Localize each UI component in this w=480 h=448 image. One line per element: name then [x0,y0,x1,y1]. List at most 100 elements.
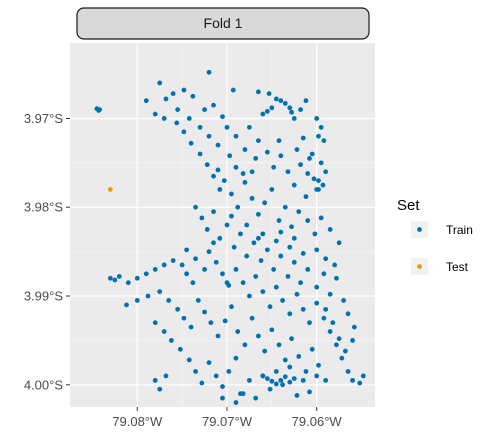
data-point-train [287,105,293,111]
legend-label-test: Test [446,260,469,274]
facet-label: Fold 1 [204,15,243,31]
data-point-train [332,262,338,268]
data-point-train [124,302,129,308]
data-point-train [339,355,345,361]
data-point-train [287,364,293,370]
data-point-train [269,378,275,384]
data-point-train [220,114,225,120]
data-point-train [233,164,239,170]
data-point-train [287,244,293,250]
data-point-train [224,222,230,228]
data-point-train [163,96,169,102]
data-point-train [244,253,250,259]
data-point-train [233,400,239,405]
data-point-train [229,304,234,310]
data-point-train [208,320,214,326]
data-point-train [273,381,279,387]
plot-panel [70,43,375,407]
data-point-train [300,306,306,312]
data-point-train [213,259,219,265]
data-point-train [343,348,348,354]
data-point-train [350,377,355,383]
data-point-train [170,258,176,263]
data-point-train [289,109,294,115]
data-point-train [152,377,158,383]
data-point-train [233,266,239,272]
data-point-train [255,211,261,217]
y-tick-label: 3.99°S [24,289,64,304]
data-point-train [296,209,302,215]
y-tick-label: 3.97°S [24,111,64,126]
data-point-train [271,164,277,170]
data-point-train [181,87,187,93]
data-point-train [345,311,351,317]
x-tick-label: 79.08°W [112,414,163,429]
legend-key-test [417,264,422,269]
data-point-train [206,133,212,139]
data-point-train [260,373,266,379]
data-point-train [255,333,261,339]
data-point-train [199,215,205,221]
data-point-train [229,213,234,219]
data-point-train [285,274,291,279]
data-point-train [300,377,306,383]
data-point-train [314,300,320,306]
data-point-train [206,360,212,366]
data-point-train [211,240,216,246]
data-point-train [206,249,212,255]
data-point-train [168,338,174,343]
data-point-train [314,373,320,379]
data-point-train [269,327,275,333]
data-point-train [278,98,284,104]
axes: 79.08°W 79.07°W 79.06°W 3.97°S 3.98°S 3.99°S 4… [24,111,343,429]
data-point-train [202,266,207,272]
data-point-train [213,373,219,379]
data-point-train [211,102,216,108]
data-point-train [303,369,309,374]
data-point-train [220,395,225,401]
data-point-train [157,289,163,294]
data-point-train [238,231,243,237]
data-point-train [181,129,187,135]
data-point-train [289,224,294,230]
data-point-train [195,298,201,303]
data-point-train [300,251,306,256]
data-point-train [249,315,255,321]
data-points [94,69,366,405]
data-point-train [321,138,327,144]
data-point-train [235,204,241,210]
data-point-train [222,318,228,324]
data-point-train [163,373,169,379]
data-point-train [309,151,315,157]
data-point-train [179,262,185,268]
data-point-train [184,271,190,277]
data-point-train [186,116,192,121]
data-point-train [314,116,320,121]
data-point-train [269,187,275,192]
data-point-train [321,271,327,277]
data-point-train [273,369,279,374]
data-point-train [280,382,285,388]
data-point-train [226,369,232,374]
data-point-train [247,377,252,383]
data-point-train [269,105,275,111]
data-point-train [215,167,221,173]
data-point-train [249,169,255,175]
data-point-train [345,369,351,374]
data-point-train [112,277,118,283]
data-point-train [202,309,207,315]
data-point-train [316,178,321,184]
x-tick-label: 79.07°W [202,414,253,429]
data-point-train [186,357,192,363]
data-point-train [240,171,246,176]
data-point-train [300,135,306,141]
data-point-train [175,306,181,312]
data-point-train [327,227,333,232]
y-tick-label: 4.00°S [24,377,64,392]
data-point-train [224,124,230,130]
data-point-train [336,240,342,246]
data-point-train [291,376,297,381]
data-point-train [238,391,243,397]
data-point-train [360,373,366,379]
data-point-train [323,169,329,175]
